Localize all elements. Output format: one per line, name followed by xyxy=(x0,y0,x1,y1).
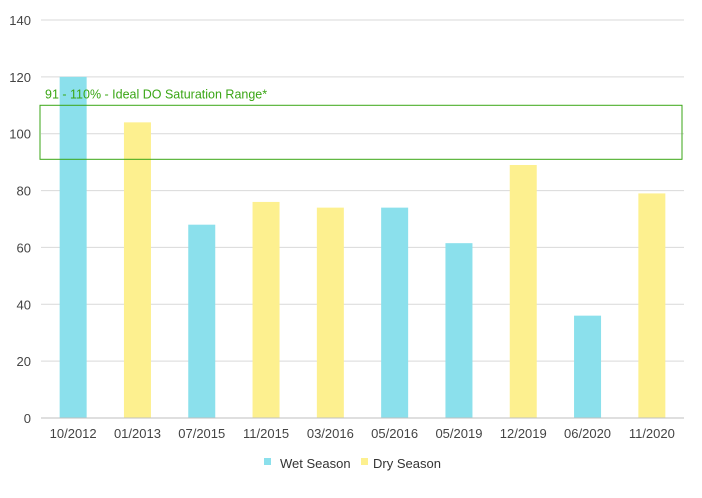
legend-swatch-wet-season xyxy=(264,458,271,465)
x-tick-label: 05/2016 xyxy=(371,426,418,441)
bar-11-2020 xyxy=(638,193,666,418)
legend-label-dry-season: Dry Season xyxy=(373,456,441,471)
bar-11-2015 xyxy=(252,201,280,418)
bar-12-2019 xyxy=(509,164,537,418)
x-tick-label: 07/2015 xyxy=(178,426,225,441)
bar-05-2016 xyxy=(381,207,409,418)
legend-swatch-dry-season xyxy=(361,458,368,465)
ideal-range-rect xyxy=(39,104,683,160)
y-tick-label: 140 xyxy=(9,13,31,28)
x-tick-label: 12/2019 xyxy=(500,426,547,441)
x-tick-label: 11/2020 xyxy=(629,426,675,441)
bars xyxy=(59,76,666,418)
bar-07-2015 xyxy=(188,224,216,418)
y-tick-labels: 0 20 40 60 80 100 120 140 xyxy=(9,13,31,426)
x-tick-label: 11/2015 xyxy=(243,426,289,441)
y-tick-label: 60 xyxy=(17,240,31,255)
x-tick-label: 10/2012 xyxy=(50,426,97,441)
bar-03-2016 xyxy=(316,207,344,418)
x-tick-labels: 10/2012 01/2013 07/2015 11/2015 03/2016 05/20… xyxy=(50,426,675,441)
bar-01-2013 xyxy=(123,122,151,418)
x-tick-label: 05/2019 xyxy=(435,426,482,441)
bar-06-2020 xyxy=(574,315,602,418)
y-tick-label: 120 xyxy=(9,70,31,85)
x-tick-label: 01/2013 xyxy=(114,426,161,441)
y-tick-label: 80 xyxy=(17,184,31,199)
bar-10-2012 xyxy=(59,76,87,418)
legend: Wet Season Dry Season xyxy=(264,456,441,471)
ideal-range-label: 91 - 110% - Ideal DO Saturation Range* xyxy=(45,87,267,101)
y-tick-label: 20 xyxy=(17,354,31,369)
legend-label-wet-season: Wet Season xyxy=(280,456,351,471)
x-tick-label: 06/2020 xyxy=(564,426,611,441)
y-tick-label: 100 xyxy=(9,127,31,142)
y-tick-label: 40 xyxy=(17,297,31,312)
bar-05-2019 xyxy=(445,243,473,418)
ideal-range-band: 91 - 110% - Ideal DO Saturation Range* xyxy=(39,87,683,160)
x-tick-label: 03/2016 xyxy=(307,426,354,441)
y-tick-label: 0 xyxy=(24,411,31,426)
